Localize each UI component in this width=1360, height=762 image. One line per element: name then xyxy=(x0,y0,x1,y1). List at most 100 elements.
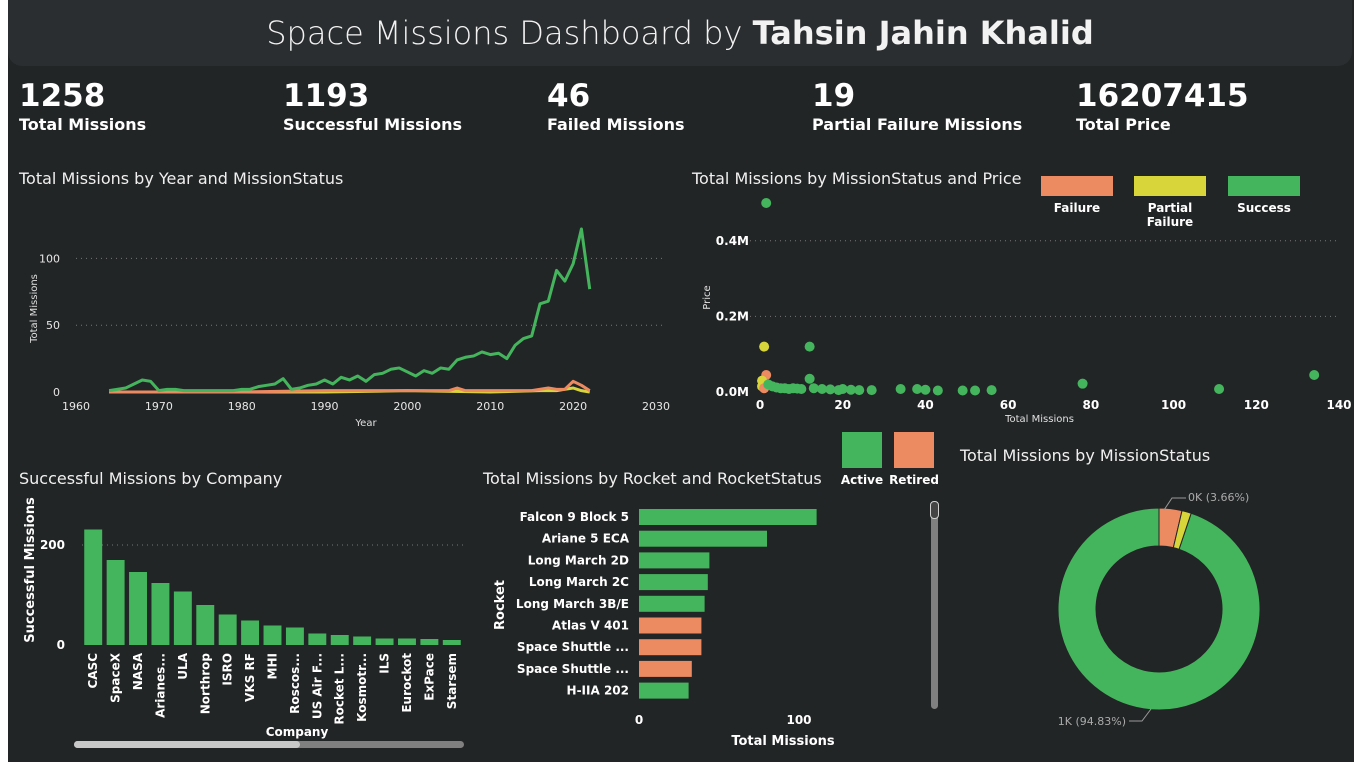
rocket-bar xyxy=(639,595,705,612)
scatter-point xyxy=(761,198,772,208)
y-tick-label: Atlas V 401 xyxy=(552,619,629,633)
x-tick-label: ExPace xyxy=(422,653,436,701)
x-axis-label: Total Missions xyxy=(1004,414,1074,425)
company-bar xyxy=(442,640,461,645)
kpi-partial-failure-missions: 19 Partial Failure Missions xyxy=(812,78,1022,136)
y-tick-label: 0 xyxy=(53,386,60,399)
x-tick-label: 2010 xyxy=(476,400,504,413)
x-tick-label: VKS RF xyxy=(243,653,257,702)
title-author: Tahsin Jahin Khalid xyxy=(752,14,1094,52)
kpi-label: Total Price xyxy=(1076,115,1171,134)
rocket-chart-vscroll-thumb[interactable] xyxy=(930,501,939,519)
scatter-point xyxy=(796,383,807,394)
scatter-point xyxy=(1214,383,1225,394)
y-axis-label: Successful Missions xyxy=(23,497,38,643)
y-tick-label: H-IIA 202 xyxy=(567,684,629,698)
legend-swatch-success[interactable] xyxy=(1228,176,1300,196)
company-bar xyxy=(196,605,215,645)
x-tick-label: 20 xyxy=(834,398,851,412)
kpi-label: Failed Missions xyxy=(547,115,685,134)
rocket-bar xyxy=(639,530,767,547)
legend-label-active: Active xyxy=(840,473,884,487)
kpi-value: 19 xyxy=(812,78,856,114)
y-tick-label: Falcon 9 Block 5 xyxy=(520,510,629,524)
x-tick-label: 1970 xyxy=(145,400,173,413)
kpi-value: 1193 xyxy=(283,78,370,114)
x-tick-label: Roscos... xyxy=(288,653,302,714)
scatter-point xyxy=(837,383,848,394)
x-tick-label: Rocket L... xyxy=(333,653,347,725)
kpi-label: Total Missions xyxy=(19,115,147,134)
x-tick-label: 1980 xyxy=(228,400,256,413)
y-tick-label: Ariane 5 ECA xyxy=(542,532,630,546)
x-axis-label: Year xyxy=(354,418,377,429)
kpi-value: 1258 xyxy=(19,78,106,114)
rocket-chart-title: Total Missions by Rocket and RocketStatu… xyxy=(483,469,822,488)
donut-chart-title: Total Missions by MissionStatus xyxy=(960,446,1211,465)
company-chart-title: Successful Missions by Company xyxy=(19,469,283,488)
scatter-point xyxy=(895,383,906,394)
x-tick-label: US Air F... xyxy=(310,653,324,719)
x-axis-label: Company xyxy=(266,725,329,739)
y-axis-label: Total Missions xyxy=(29,274,40,344)
scatter-point xyxy=(920,384,931,395)
rocket-bar xyxy=(639,509,817,525)
label-leader xyxy=(1163,497,1186,511)
scatter-chart-title: Total Missions by MissionStatus and Pric… xyxy=(692,169,1022,188)
legend-label-success: Success xyxy=(1237,201,1291,215)
line-chart[interactable]: 0 50 100 1960 1970 1980 1990 2000 2010 2020 2030 Ye… xyxy=(8,200,678,440)
x-tick-label: ILS xyxy=(378,653,392,674)
y-tick-label: Long March 2D xyxy=(528,553,629,567)
x-tick-label: 100 xyxy=(1161,398,1186,412)
rocket-chart-vscroll-track[interactable] xyxy=(930,501,939,709)
scatter-point xyxy=(825,384,836,395)
scatter-point xyxy=(804,341,815,352)
y-axis-label: Rocket xyxy=(493,580,508,630)
company-bar-chart[interactable]: 0 200 CASC SpaceX NASA Arianes... ULA Northrop I… xyxy=(8,495,478,745)
rocket-bar-chart[interactable]: Falcon 9 Block 5 Ariane 5 ECA Long March 2… xyxy=(478,495,948,755)
scatter-point xyxy=(970,385,981,396)
legend-swatch-partial-failure[interactable] xyxy=(1134,176,1206,196)
legend-label-partial-failure: Partial Failure xyxy=(1146,201,1194,229)
scatter-chart[interactable]: 0.0M 0.2M 0.4M 0 20 40 60 80 100 120 140 Total Miss… xyxy=(688,198,1352,440)
x-tick-label: 0 xyxy=(635,713,643,727)
legend-swatch-retired[interactable] xyxy=(894,432,934,468)
scatter-point xyxy=(866,385,877,396)
y-tick-label: 0 xyxy=(57,638,65,652)
y-tick-label: Space Shuttle ... xyxy=(517,640,629,654)
company-bar xyxy=(420,639,439,645)
scatter-point xyxy=(845,384,856,395)
x-tick-label: Northrop xyxy=(198,653,212,715)
kpi-failed-missions: 46 Failed Missions xyxy=(547,78,684,136)
title-prefix: Space Missions Dashboard by xyxy=(266,14,753,52)
company-bar xyxy=(173,591,192,645)
scatter-point xyxy=(808,383,819,394)
x-tick-label: 2030 xyxy=(642,400,670,413)
x-tick-label: 0 xyxy=(756,398,764,412)
x-tick-label: Starsem xyxy=(445,653,459,709)
y-tick-label: 200 xyxy=(40,538,65,552)
y-tick-label: Space Shuttle ... xyxy=(517,662,629,676)
label-leader xyxy=(1129,708,1152,722)
x-tick-label: NASA xyxy=(131,652,145,690)
x-tick-label: MHI xyxy=(266,653,280,679)
x-tick-label: Arianes... xyxy=(153,653,167,718)
x-tick-label: 100 xyxy=(786,713,811,727)
legend-swatch-failure[interactable] xyxy=(1041,176,1113,196)
scatter-point xyxy=(912,383,923,394)
company-bar xyxy=(218,614,237,645)
legend-swatch-active[interactable] xyxy=(842,432,882,468)
legend-label-retired: Retired xyxy=(889,473,939,487)
rocket-bar xyxy=(639,660,692,677)
donut-slice xyxy=(1057,507,1261,711)
kpi-label: Partial Failure Missions xyxy=(812,115,1023,134)
company-bar xyxy=(330,635,349,645)
company-chart-hscroll-track[interactable] xyxy=(74,741,464,748)
company-chart-hscroll-thumb[interactable] xyxy=(74,741,300,748)
kpi-total-missions: 1258 Total Missions xyxy=(19,78,146,136)
rocket-bar xyxy=(639,552,710,569)
donut-chart[interactable]: 0K (3.66%) 1K (94.83%) xyxy=(958,480,1348,750)
y-tick-label: 0.0M xyxy=(716,385,749,399)
y-tick-label: 100 xyxy=(39,252,60,265)
x-tick-label: SpaceX xyxy=(109,652,123,703)
